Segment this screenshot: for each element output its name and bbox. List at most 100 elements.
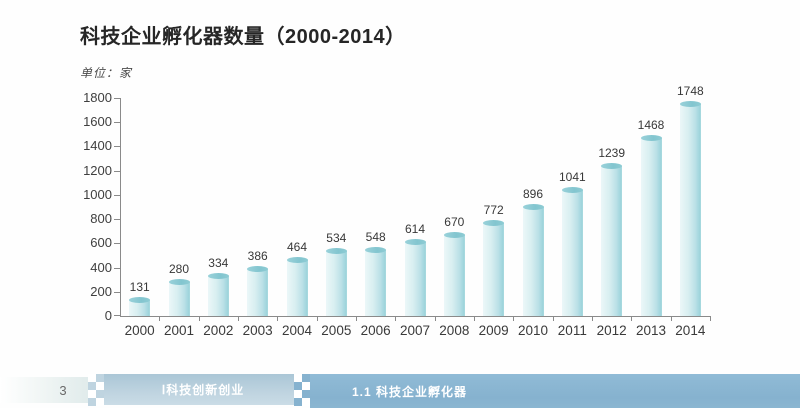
bar-chart: 0 200 400 600 800 1000 1200 1400 1600 1800 131 2000…	[83, 84, 711, 338]
x-axis-tick-mark	[198, 317, 200, 321]
x-axis-tick-mark	[513, 317, 515, 321]
footer-subsection-label: 1.1 科技企业孵化器	[352, 384, 468, 399]
x-axis-tick-mark	[592, 317, 593, 321]
puzzle-square	[302, 374, 310, 382]
x-axis-label: 2013	[635, 323, 667, 338]
bar-value-label: 1748	[676, 84, 704, 99]
x-axis-label: 2002	[203, 323, 234, 338]
y-axis-tick-mark	[114, 219, 120, 221]
x-axis-label: 2001	[163, 323, 195, 338]
bar-2008	[443, 231, 465, 316]
page-title: 科技企业孵化器数量（2000-2014）	[80, 26, 406, 48]
bar-value-label: 280	[168, 262, 189, 277]
y-axis-tick-label: 800	[90, 211, 112, 227]
footer-subsection-segment: 1.1 科技企业孵化器	[310, 374, 800, 408]
bar-2003	[247, 266, 269, 316]
bar-2002	[207, 272, 229, 316]
puzzle-square	[96, 382, 104, 390]
puzzle-square	[88, 374, 96, 382]
footer-section-label: Ⅰ科技创新创业	[161, 383, 245, 397]
y-axis-tick-label: 1400	[83, 138, 112, 154]
bar-2014	[679, 101, 701, 316]
y-axis-tick-label: 1600	[83, 114, 112, 130]
bar-2009	[483, 219, 505, 316]
bar-value-label: 1468	[637, 118, 665, 133]
puzzle-square	[302, 398, 310, 406]
bar-2012	[601, 162, 623, 316]
y-axis-tick-mark	[114, 146, 120, 148]
x-axis-tick-mark	[316, 317, 318, 321]
y-axis-tick-label: 1200	[83, 162, 112, 178]
bar-2010	[522, 204, 544, 316]
y-axis-tick-label: 0	[104, 308, 112, 323]
puzzle-square	[96, 374, 104, 382]
y-axis-tick-label: 1000	[83, 186, 112, 202]
bar-value-label: 670	[444, 214, 465, 229]
x-axis-tick-mark	[434, 317, 436, 321]
bar-value-label: 1239	[598, 145, 626, 160]
x-axis-tick-mark	[474, 317, 475, 321]
bar-value-label: 534	[326, 231, 347, 246]
x-axis-tick-mark	[395, 317, 397, 321]
bar-value-label: 464	[286, 239, 307, 254]
x-axis-label: 2003	[242, 323, 273, 338]
puzzle-square	[96, 398, 104, 406]
x-axis-label: 2008	[439, 323, 470, 338]
page-number: 3	[59, 382, 67, 398]
footer-page-number-segment: 3	[0, 377, 90, 403]
y-axis-tick-mark	[114, 98, 120, 99]
puzzle-square	[294, 390, 302, 398]
bar-value-label: 1041	[558, 169, 586, 184]
puzzle-square	[88, 390, 96, 398]
x-axis-label: 2010	[517, 323, 549, 338]
y-axis-tick-mark	[114, 267, 120, 269]
puzzle-square	[88, 382, 96, 390]
bar-2013	[640, 135, 662, 316]
y-axis-tick-label: 200	[90, 283, 112, 299]
y-axis-tick-mark	[114, 122, 120, 124]
x-axis-tick-mark	[356, 317, 357, 321]
bar-value-label: 548	[365, 229, 386, 244]
y-axis-tick-mark	[114, 315, 120, 316]
bar-2011	[561, 186, 583, 316]
bar-2004	[286, 256, 308, 316]
bar-2006	[365, 246, 387, 316]
y-axis-tick-label: 1800	[83, 90, 112, 105]
y-axis-tick-mark	[114, 243, 120, 245]
x-axis-tick-mark	[159, 317, 161, 321]
bar-value-label: 896	[522, 187, 543, 202]
footer-section-segment: Ⅰ科技创新创业	[104, 374, 302, 405]
x-axis-tick-mark	[631, 317, 633, 321]
bar-value-label: 334	[208, 255, 229, 270]
puzzle-square	[88, 398, 96, 406]
x-axis-label: 2011	[557, 323, 587, 338]
bar-value-label: 386	[247, 249, 268, 264]
bar-value-label: 131	[129, 280, 150, 295]
bar-2007	[404, 238, 426, 316]
puzzle-square	[302, 382, 310, 390]
bar-2005	[325, 248, 347, 316]
x-axis-label: 2005	[321, 323, 352, 338]
puzzle-square	[302, 390, 310, 398]
bar-2001	[168, 279, 190, 316]
x-axis-label: 2004	[281, 323, 313, 338]
bar-value-label: 772	[483, 202, 504, 217]
y-axis-tick-mark	[114, 291, 120, 293]
x-axis-tick-mark	[238, 317, 239, 321]
y-axis-tick-mark	[114, 170, 120, 172]
puzzle-square	[96, 390, 104, 398]
y-axis-tick-mark	[114, 194, 120, 196]
x-axis-tick-mark	[277, 317, 279, 321]
puzzle-square	[294, 398, 302, 406]
x-axis-label: 2012	[596, 323, 627, 338]
x-axis-label: 2007	[399, 323, 431, 338]
y-axis-tick-label: 600	[90, 235, 112, 251]
puzzle-square	[294, 382, 302, 390]
footer: 3 Ⅰ科技创新创业 1.1 科技企业孵化器	[0, 374, 800, 408]
x-axis-tick-mark	[710, 317, 711, 321]
chart-plot	[120, 98, 711, 317]
x-axis-label: 2014	[675, 323, 706, 338]
unit-label: 单位：家	[80, 66, 133, 80]
x-axis-tick-mark	[670, 317, 672, 321]
bar-2000	[129, 297, 151, 316]
